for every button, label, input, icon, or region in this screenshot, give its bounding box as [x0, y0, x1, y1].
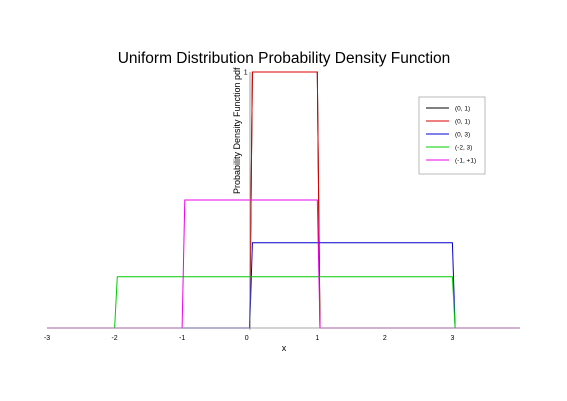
x-tick-label: -2: [111, 335, 117, 342]
series-line-4: [47, 199, 520, 329]
y-tick-label: 1: [244, 70, 248, 77]
chart-title: Uniform Distribution Probability Density…: [118, 50, 451, 67]
x-axis-label: x: [282, 343, 287, 353]
y-axis-label: Probability Density Function pdf: [232, 67, 242, 194]
x-tick-label: 1: [315, 335, 319, 342]
x-tick-label: -1: [179, 335, 185, 342]
x-tick-label: 0: [245, 335, 249, 342]
legend-label-0: (0, 1): [455, 105, 470, 112]
series-line-3: [47, 276, 520, 329]
legend-label-1: (0, 1): [455, 118, 470, 125]
x-tick-label: -3: [44, 335, 50, 342]
legend-label-4: (-1, +1): [455, 157, 476, 164]
series-line-2: [47, 242, 520, 329]
y-ticks: 1: [244, 70, 248, 77]
legend: (0, 1) (0, 1) (0, 3) (-2, 3) (-1, +1): [418, 96, 486, 175]
legend-box: [418, 96, 486, 175]
legend-label-2: (0, 3): [455, 131, 470, 138]
legend-label-3: (-2, 3): [455, 144, 472, 151]
x-ticks: -3 -2 -1 0 1 2 3: [44, 335, 455, 342]
x-tick-label: 2: [383, 335, 387, 342]
x-tick-label: 3: [450, 335, 454, 342]
